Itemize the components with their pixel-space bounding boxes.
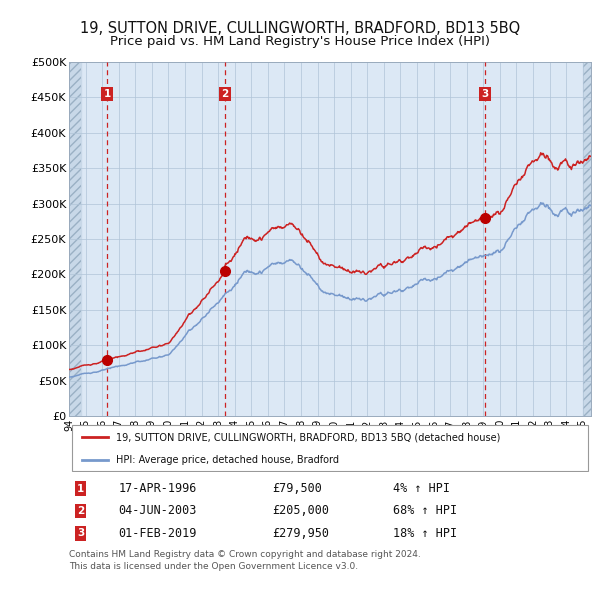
Text: Contains HM Land Registry data © Crown copyright and database right 2024.: Contains HM Land Registry data © Crown c… — [69, 550, 421, 559]
Bar — [69, 62, 82, 416]
FancyBboxPatch shape — [71, 425, 589, 471]
Text: 2: 2 — [221, 89, 229, 99]
Text: 18% ↑ HPI: 18% ↑ HPI — [392, 527, 457, 540]
Text: 19, SUTTON DRIVE, CULLINGWORTH, BRADFORD, BD13 5BQ: 19, SUTTON DRIVE, CULLINGWORTH, BRADFORD… — [80, 21, 520, 35]
Text: £79,500: £79,500 — [272, 482, 322, 495]
Text: 3: 3 — [77, 528, 84, 538]
Text: 68% ↑ HPI: 68% ↑ HPI — [392, 504, 457, 517]
Text: 2: 2 — [77, 506, 84, 516]
Bar — [583, 62, 591, 416]
Text: 01-FEB-2019: 01-FEB-2019 — [119, 527, 197, 540]
Text: This data is licensed under the Open Government Licence v3.0.: This data is licensed under the Open Gov… — [69, 562, 358, 571]
Text: 17-APR-1996: 17-APR-1996 — [119, 482, 197, 495]
Text: £205,000: £205,000 — [272, 504, 329, 517]
Text: Price paid vs. HM Land Registry's House Price Index (HPI): Price paid vs. HM Land Registry's House … — [110, 35, 490, 48]
Text: 04-JUN-2003: 04-JUN-2003 — [119, 504, 197, 517]
Text: 3: 3 — [481, 89, 488, 99]
Text: 1: 1 — [103, 89, 110, 99]
Text: HPI: Average price, detached house, Bradford: HPI: Average price, detached house, Brad… — [116, 455, 339, 465]
Bar — [69, 62, 82, 416]
Text: 1: 1 — [77, 484, 84, 494]
Text: £279,950: £279,950 — [272, 527, 329, 540]
Text: 19, SUTTON DRIVE, CULLINGWORTH, BRADFORD, BD13 5BQ (detached house): 19, SUTTON DRIVE, CULLINGWORTH, BRADFORD… — [116, 432, 500, 442]
Bar — [583, 62, 591, 416]
Text: 4% ↑ HPI: 4% ↑ HPI — [392, 482, 449, 495]
